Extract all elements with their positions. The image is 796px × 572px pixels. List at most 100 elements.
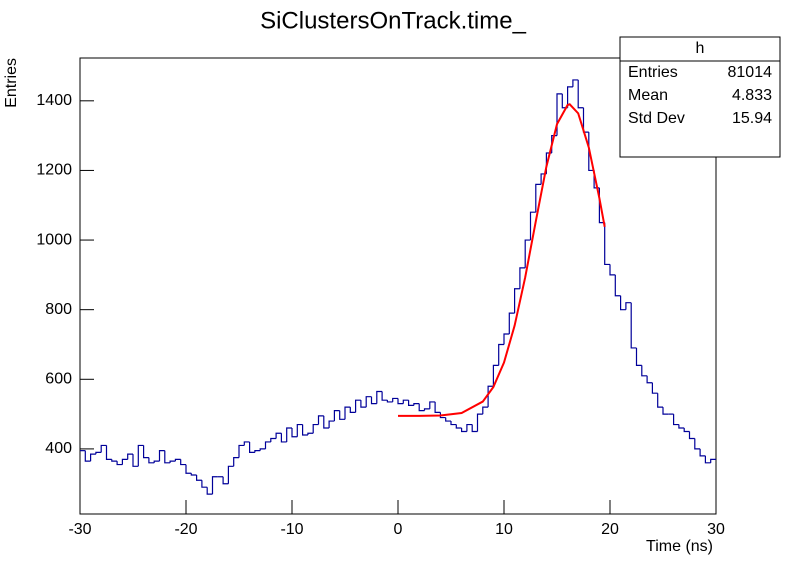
histogram-bin — [164, 450, 171, 464]
histogram-bin — [254, 450, 261, 453]
histogram-bin — [455, 424, 462, 429]
histogram-bin — [625, 302, 632, 310]
histogram-bin — [307, 432, 314, 435]
histogram-bin — [270, 437, 277, 442]
histogram-bin — [206, 487, 213, 495]
histogram-bin — [365, 396, 372, 408]
histogram-bin — [100, 444, 107, 453]
histogram-bin — [413, 403, 420, 406]
x-tick-label: 10 — [495, 521, 513, 538]
histogram-bin — [317, 415, 324, 425]
histogram-bin — [360, 400, 367, 408]
histogram-bin — [466, 423, 473, 432]
histogram-bin — [333, 410, 340, 422]
histogram-bin — [291, 428, 298, 438]
x-tick-label: 0 — [394, 521, 403, 538]
histogram-bin — [514, 288, 520, 314]
histogram-bin — [148, 457, 155, 464]
histogram-bin — [662, 407, 669, 415]
histogram-bin — [657, 393, 663, 408]
y-axis-label: Entries — [3, 58, 20, 108]
histogram-bin — [439, 412, 446, 419]
histogram-bin — [476, 413, 483, 432]
histogram-bin — [519, 267, 526, 289]
histogram-bin — [651, 382, 658, 394]
histogram-bin — [646, 375, 653, 384]
histogram-bin — [275, 432, 282, 439]
y-tick-label: 600 — [45, 371, 72, 388]
histogram-bin — [143, 445, 149, 459]
histogram-bin — [482, 406, 489, 415]
y-tick-label: 1400 — [36, 92, 72, 109]
histogram-bin — [153, 460, 160, 463]
histogram-bin — [434, 401, 441, 413]
histogram-bin — [609, 264, 616, 276]
histogram-bin — [233, 457, 239, 467]
y-tick-label: 400 — [45, 440, 72, 457]
stats-key: Std Dev — [628, 110, 685, 127]
histogram-bin — [673, 414, 679, 426]
y-tick-label: 1200 — [36, 162, 72, 179]
stats-value: 15.94 — [732, 110, 772, 127]
histogram-bin — [312, 423, 319, 434]
histogram-bin — [296, 423, 303, 437]
stats-box: h Entries 81014 Mean 4.833 Std Dev 15.94 — [619, 36, 781, 158]
fit-curve — [398, 103, 606, 417]
histogram-bin — [429, 401, 436, 409]
histogram-bin — [487, 385, 494, 408]
histogram-bin — [169, 460, 176, 463]
x-tick-label: 30 — [707, 521, 725, 538]
x-tick-label: -20 — [174, 521, 197, 538]
histogram-bin — [524, 239, 531, 268]
histogram-bin — [323, 415, 330, 429]
histogram-bin — [190, 473, 197, 476]
histogram-bin — [127, 453, 133, 460]
histogram-bin — [349, 407, 356, 413]
histogram-bin — [264, 441, 271, 449]
histogram-bin — [503, 333, 510, 345]
histogram-bin — [243, 441, 250, 446]
histogram-bin — [641, 365, 648, 377]
histogram-bin — [577, 79, 584, 109]
histogram-bin — [227, 465, 234, 484]
histogram-bin — [174, 458, 181, 462]
histogram-bin — [201, 480, 208, 488]
x-axis-label: Time (ns) — [646, 538, 713, 555]
histogram-bin — [572, 79, 579, 87]
histogram-bin — [408, 400, 414, 406]
histogram-bin — [535, 183, 542, 213]
histogram-bin — [196, 475, 202, 481]
histogram-bin — [392, 397, 398, 402]
histogram-bin — [339, 410, 345, 420]
y-tick-label: 800 — [45, 301, 72, 318]
histogram-bin — [620, 295, 626, 311]
histogram-bin — [90, 453, 96, 462]
histogram-bin — [355, 399, 361, 413]
histogram-bin — [158, 450, 165, 462]
histogram-bin — [498, 343, 504, 366]
histogram-bin — [445, 417, 451, 422]
histogram-bin — [95, 451, 102, 455]
histogram-bin — [132, 454, 139, 467]
histogram-bin — [492, 364, 499, 387]
histogram-bin — [328, 420, 335, 429]
stats-value: 81014 — [728, 64, 773, 81]
histogram-bin — [614, 274, 621, 297]
histogram-bin — [185, 464, 192, 474]
stats-value: 4.833 — [732, 87, 772, 104]
histogram-bin — [381, 391, 388, 401]
histogram-bin — [121, 458, 128, 465]
histogram-bin — [402, 399, 409, 404]
histogram-bin — [635, 347, 642, 366]
histogram-bin — [423, 408, 430, 411]
histogram-bin — [238, 444, 245, 458]
histogram-bin — [280, 433, 287, 443]
histogram-bin — [386, 400, 393, 403]
x-tick-label: 20 — [601, 521, 619, 538]
histogram-bin — [344, 406, 351, 420]
histogram-bin — [567, 86, 573, 108]
stats-frame — [619, 36, 781, 158]
histogram-bin — [529, 211, 536, 241]
histogram-bin — [111, 459, 118, 462]
histogram-bin — [688, 431, 695, 440]
